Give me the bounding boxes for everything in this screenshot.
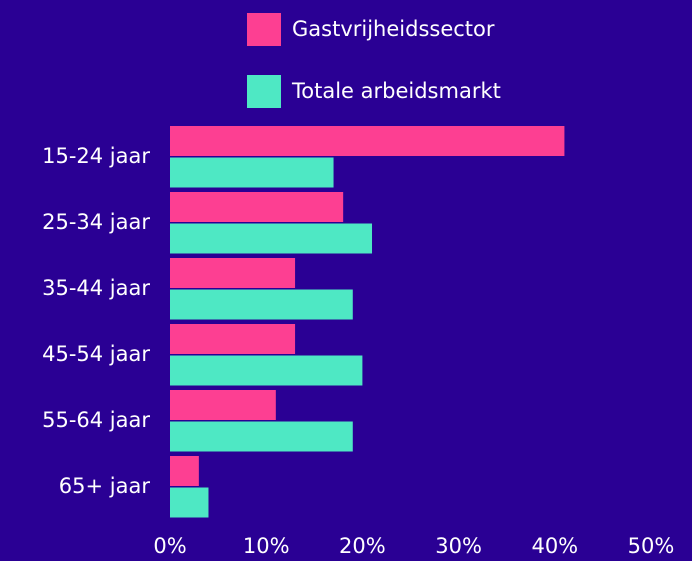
legend-swatch — [247, 75, 281, 108]
x-tick-label: 40% — [531, 534, 578, 558]
y-tick-label: 35-44 jaar — [42, 276, 150, 300]
legend-label: Gastvrijheidssector — [292, 17, 495, 41]
y-tick-label: 55-64 jaar — [42, 408, 150, 432]
legend-swatch — [247, 13, 281, 46]
bar — [170, 157, 334, 188]
y-tick-label: 45-54 jaar — [42, 342, 150, 366]
bar — [170, 258, 296, 288]
bar — [170, 192, 344, 222]
bar — [170, 324, 296, 354]
bar — [170, 421, 353, 452]
bar — [170, 126, 565, 156]
x-tick-label: 20% — [339, 534, 386, 558]
bar — [170, 289, 353, 320]
bar — [170, 355, 363, 386]
y-tick-label: 25-34 jaar — [42, 210, 150, 234]
y-tick-label: 65+ jaar — [59, 474, 151, 498]
bar — [170, 223, 373, 254]
x-tick-label: 50% — [628, 534, 675, 558]
bar — [170, 487, 209, 518]
x-tick-label: 0% — [153, 534, 186, 558]
x-tick-label: 10% — [243, 534, 290, 558]
bar — [170, 390, 276, 420]
bar — [170, 456, 199, 486]
y-tick-label: 15-24 jaar — [42, 144, 150, 168]
x-tick-label: 30% — [435, 534, 482, 558]
legend-label: Totale arbeidsmarkt — [291, 79, 501, 103]
